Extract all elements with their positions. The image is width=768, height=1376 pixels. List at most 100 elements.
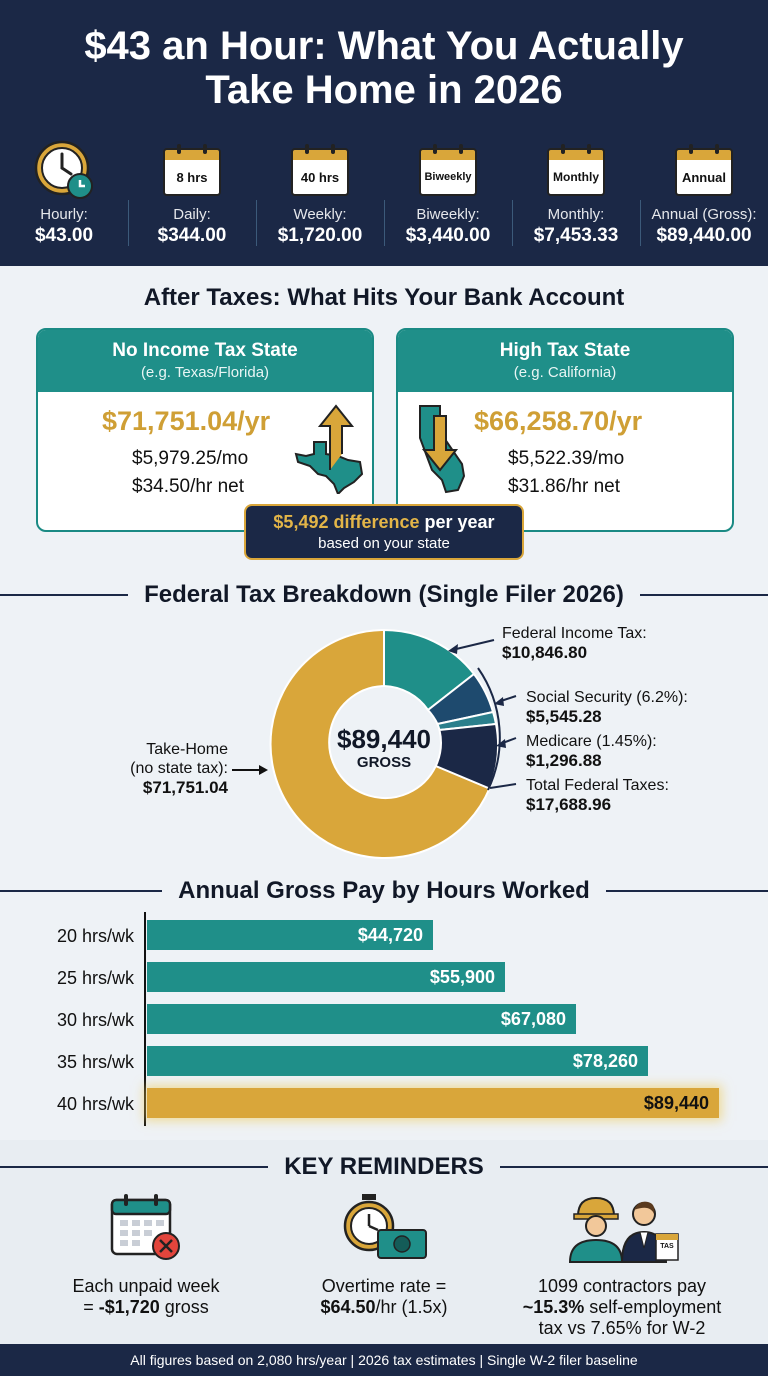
- bar-row: 35 hrs/wk $78,260: [0, 1046, 768, 1078]
- take-home-label-line1: Take-Home: [146, 741, 228, 758]
- reminder-suffix: self-employment: [584, 1297, 722, 1317]
- difference-amount: $5,492 difference: [273, 512, 420, 532]
- calendar-unpaid-icon: [110, 1194, 180, 1260]
- calendar-badge: 40 hrs: [291, 160, 349, 196]
- total-federal-taxes-label: Total Federal Taxes: $17,688.96: [526, 776, 669, 815]
- calendar-icon: 8 hrs: [163, 144, 221, 196]
- hourly-net: $34.50/hr net: [132, 476, 244, 497]
- take-home-label-line2: (no state tax):: [130, 760, 228, 777]
- federal-tax-donut: $89,440 GROSS Take-Home (no state tax): …: [0, 620, 768, 870]
- donut-center-label: GROSS: [356, 754, 412, 771]
- legend-value: $10,846.80: [502, 643, 588, 662]
- rate-value: $89,440.00: [656, 225, 752, 246]
- calendar-icon: 40 hrs: [291, 144, 349, 196]
- donut-take-home-segment: [269, 628, 491, 859]
- federal-section-heading: Federal Tax Breakdown (Single Filer 2026…: [0, 578, 768, 612]
- card-subheading: (e.g. Texas/Florida): [140, 364, 270, 381]
- legend-label: Federal Income Tax:: [502, 625, 647, 642]
- card-subheading: (e.g. California): [513, 364, 617, 381]
- legend-label: Total Federal Taxes:: [526, 777, 669, 794]
- reminder-line: Overtime rate =: [321, 1276, 447, 1296]
- legend-value: $5,545.28: [526, 707, 602, 726]
- bar-chart-heading: Annual Gross Pay by Hours Worked: [0, 874, 768, 908]
- bar-category-label: 35 hrs/wk: [56, 1052, 134, 1072]
- rate-label: Daily:: [173, 206, 211, 223]
- calendar-badge: Biweekly: [419, 160, 477, 196]
- reminder-prefix: =: [83, 1297, 99, 1317]
- bar: $67,080: [147, 1004, 576, 1034]
- bar-row: 30 hrs/wk $67,080: [0, 1004, 768, 1036]
- calendar-icon: Biweekly: [419, 144, 477, 196]
- federal-income-tax-label: Federal Income Tax: $10,846.80: [502, 624, 647, 663]
- after-taxes-title: After Taxes: What Hits Your Bank Account: [143, 284, 625, 311]
- reminder-unpaid-week: Each unpaid week = -$1,720 gross: [18, 1188, 274, 1318]
- legend-label: Medicare (1.45%):: [526, 733, 657, 750]
- donut-center-value: $89,440: [337, 724, 431, 754]
- card-heading: No Income Tax State: [112, 340, 298, 361]
- legend-value: $17,688.96: [526, 795, 612, 814]
- reminder-line: Each unpaid week: [72, 1276, 220, 1296]
- reminder-highlight: -$1,720: [98, 1297, 160, 1317]
- key-reminders: KEY REMINDERS Each unpaid week = -$1,720…: [0, 1140, 768, 1344]
- annual-net: $66,258.70/yr: [474, 406, 643, 436]
- rate-hourly: Hourly: $43.00: [0, 138, 128, 254]
- reminder-suffix: /hr (1.5x): [375, 1297, 448, 1317]
- bar: $44,720: [147, 920, 433, 950]
- rate-annual: Annual Annual (Gross): $89,440.00: [640, 138, 768, 254]
- hourly-net: $31.86/hr net: [508, 476, 620, 497]
- high-tax-state-card: High Tax State (e.g. California) $66,258…: [396, 328, 734, 532]
- reminder-line: tax vs 7.65% for W-2: [538, 1318, 706, 1338]
- calendar-badge: Monthly: [547, 160, 605, 196]
- rate-weekly: 40 hrs Weekly: $1,720.00: [256, 138, 384, 254]
- rate-label: Monthly:: [547, 206, 605, 223]
- rate-label: Biweekly:: [416, 206, 480, 223]
- rate-value: $43.00: [34, 225, 94, 246]
- bar-category-label: 25 hrs/wk: [56, 968, 134, 988]
- federal-title: Federal Tax Breakdown (Single Filer 2026…: [144, 581, 624, 608]
- pay-rates-row: Hourly: $43.00 8 hrs Daily: $344.00 40 h…: [0, 138, 768, 254]
- tax-form-label: TAS: [660, 1243, 674, 1250]
- gross-pay-bar-chart: 20 hrs/wk $44,720 25 hrs/wk $55,900 30 hrs/w…: [0, 912, 768, 1132]
- stopwatch-money-icon: [343, 1194, 427, 1259]
- header: $43 an Hour: What You Actually Take Home…: [0, 0, 768, 266]
- bar: $89,440: [147, 1088, 719, 1118]
- rate-biweekly: Biweekly Biweekly: $3,440.00: [384, 138, 512, 254]
- texas-up-arrow-icon: [294, 404, 364, 494]
- rate-daily: 8 hrs Daily: $344.00: [128, 138, 256, 254]
- rate-label: Weekly:: [293, 206, 347, 223]
- annual-net: $71,751.04/yr: [102, 406, 271, 436]
- social-security-label: Social Security (6.2%): $5,545.28: [526, 688, 688, 727]
- title-line-2: Take Home in 2026: [205, 68, 563, 112]
- reminder-highlight: ~15.3%: [522, 1297, 585, 1317]
- reminder-line: 1099 contractors pay: [537, 1276, 707, 1296]
- difference-suffix: per year: [419, 512, 495, 532]
- bar-row: 20 hrs/wk $44,720: [0, 920, 768, 952]
- state-difference-badge: $5,492 difference per year based on your…: [244, 504, 524, 560]
- calendar-icon: Monthly: [547, 144, 605, 196]
- calendar-badge: 8 hrs: [163, 160, 221, 196]
- legend-value: $1,296.88: [526, 751, 602, 770]
- bar: $78,260: [147, 1046, 648, 1076]
- difference-note: based on your state: [318, 535, 450, 552]
- reminder-highlight: $64.50: [320, 1297, 376, 1317]
- rate-value: $3,440.00: [405, 225, 491, 246]
- reminder-overtime: Overtime rate = $64.50/hr (1.5x): [256, 1188, 512, 1318]
- bar-row: 40 hrs/wk $89,440: [0, 1088, 768, 1120]
- monthly-net: $5,979.25/mo: [132, 448, 249, 469]
- workers-icon: TAS: [568, 1196, 679, 1263]
- reminder-1099: TAS 1099 contractors pay ~15.3% self-emp…: [494, 1188, 750, 1339]
- card-heading: High Tax State: [499, 340, 631, 361]
- bar-row: 25 hrs/wk $55,900: [0, 962, 768, 994]
- footer-note: All figures based on 2,080 hrs/year | 20…: [0, 1344, 768, 1376]
- calendar-badge: Annual: [675, 160, 733, 196]
- rate-monthly: Monthly Monthly: $7,453.33: [512, 138, 640, 254]
- title-line-1: $43 an Hour: What You Actually: [84, 24, 684, 68]
- rate-label: Hourly:: [40, 206, 88, 223]
- bar-category-label: 40 hrs/wk: [56, 1094, 134, 1114]
- calendar-icon: Annual: [675, 144, 733, 196]
- take-home-value: $71,751.04: [142, 778, 228, 797]
- bar-category-label: 20 hrs/wk: [56, 926, 134, 946]
- bar-chart-title: Annual Gross Pay by Hours Worked: [178, 877, 590, 904]
- rate-value: $7,453.33: [533, 225, 619, 246]
- clock-icon: [34, 140, 93, 199]
